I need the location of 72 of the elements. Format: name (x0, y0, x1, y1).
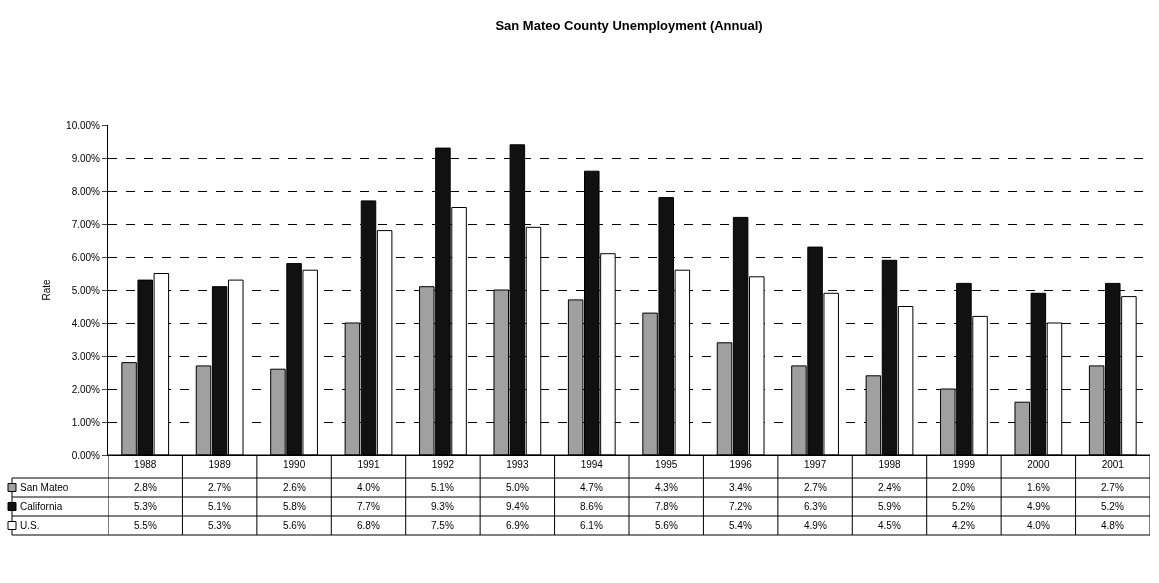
legend-label: San Mateo (20, 482, 69, 493)
x-tick-label: 1990 (282, 459, 306, 470)
y-axis-title: Rate (40, 278, 52, 301)
data-label: 5.1% (208, 501, 231, 512)
data-label: 4.7% (580, 482, 603, 493)
data-label: 4.9% (1027, 501, 1050, 512)
y-tick-label: 5.00% (71, 284, 101, 296)
x-tick-label: 1995 (655, 459, 678, 470)
x-tick-label: 1993 (506, 459, 529, 470)
data-label: 5.1% (431, 482, 454, 493)
y-tick-label: 9.00% (71, 152, 101, 164)
x-tick-label: 1991 (357, 459, 381, 470)
x-tick-label: 1997 (803, 459, 827, 470)
data-label: 5.8% (283, 501, 306, 512)
data-label: 4.2% (952, 520, 975, 531)
data-label: 3.4% (729, 482, 752, 493)
data-label: 6.8% (357, 520, 380, 531)
legend-label: U.S. (20, 520, 40, 531)
x-tick-label: 1988 (134, 459, 157, 470)
data-label: 2.8% (134, 482, 157, 493)
y-tick-label: 2.00% (71, 383, 101, 395)
y-tick-label: 6.00% (71, 251, 101, 263)
x-tick-label: 1989 (208, 459, 232, 470)
data-label: 5.0% (506, 482, 529, 493)
legend-label: California (20, 501, 63, 512)
data-label: 4.0% (357, 482, 380, 493)
x-tick-label: 1992 (431, 459, 455, 470)
data-label: 6.3% (804, 501, 827, 512)
data-label: 7.2% (729, 501, 752, 512)
data-label: 5.5% (134, 520, 157, 531)
data-label: 2.0% (952, 482, 975, 493)
data-label: 7.8% (655, 501, 678, 512)
y-tick-label: 3.00% (71, 350, 101, 362)
data-label: 5.3% (208, 520, 231, 531)
data-label: 4.0% (1027, 520, 1050, 531)
data-label: 5.6% (655, 520, 678, 531)
x-tick-label: 1994 (580, 459, 604, 470)
x-tick-label: 2000 (1027, 459, 1050, 470)
data-label: 8.6% (580, 501, 603, 512)
data-label: 9.3% (431, 501, 454, 512)
data-label: 7.5% (431, 520, 454, 531)
data-label: 2.4% (878, 482, 901, 493)
data-label: 7.7% (357, 501, 380, 512)
y-tick-label: 0.00% (71, 449, 101, 461)
data-label: 2.7% (804, 482, 827, 493)
data-label: 5.2% (1101, 501, 1124, 512)
y-tick-label: 7.00% (71, 218, 101, 230)
data-label: 5.6% (283, 520, 306, 531)
data-label: 2.6% (283, 482, 306, 493)
data-label: 2.7% (208, 482, 231, 493)
data-label: 5.2% (952, 501, 975, 512)
x-tick-label: 1998 (878, 459, 902, 470)
chart-title: San Mateo County Unemployment (Annual) (495, 17, 763, 33)
data-label: 4.9% (804, 520, 827, 531)
data-label: 5.4% (729, 520, 752, 531)
y-tick-label: 10.00% (66, 119, 101, 131)
y-tick-label: 4.00% (71, 317, 101, 329)
data-label: 6.9% (506, 520, 529, 531)
data-label: 6.1% (580, 520, 603, 531)
x-tick-label: 1996 (729, 459, 753, 470)
data-label: 5.9% (878, 501, 901, 512)
data-label: 1.6% (1027, 482, 1050, 493)
y-tick-label: 8.00% (71, 185, 101, 197)
x-tick-label: 1999 (952, 459, 976, 470)
data-label: 4.5% (878, 520, 901, 531)
data-label: 4.3% (655, 482, 678, 493)
y-tick-label: 1.00% (71, 416, 101, 428)
data-label: 2.7% (1101, 482, 1124, 493)
data-label: 5.3% (134, 501, 157, 512)
data-label: 9.4% (506, 501, 529, 512)
x-tick-label: 2001 (1101, 459, 1125, 470)
data-label: 4.8% (1101, 520, 1124, 531)
